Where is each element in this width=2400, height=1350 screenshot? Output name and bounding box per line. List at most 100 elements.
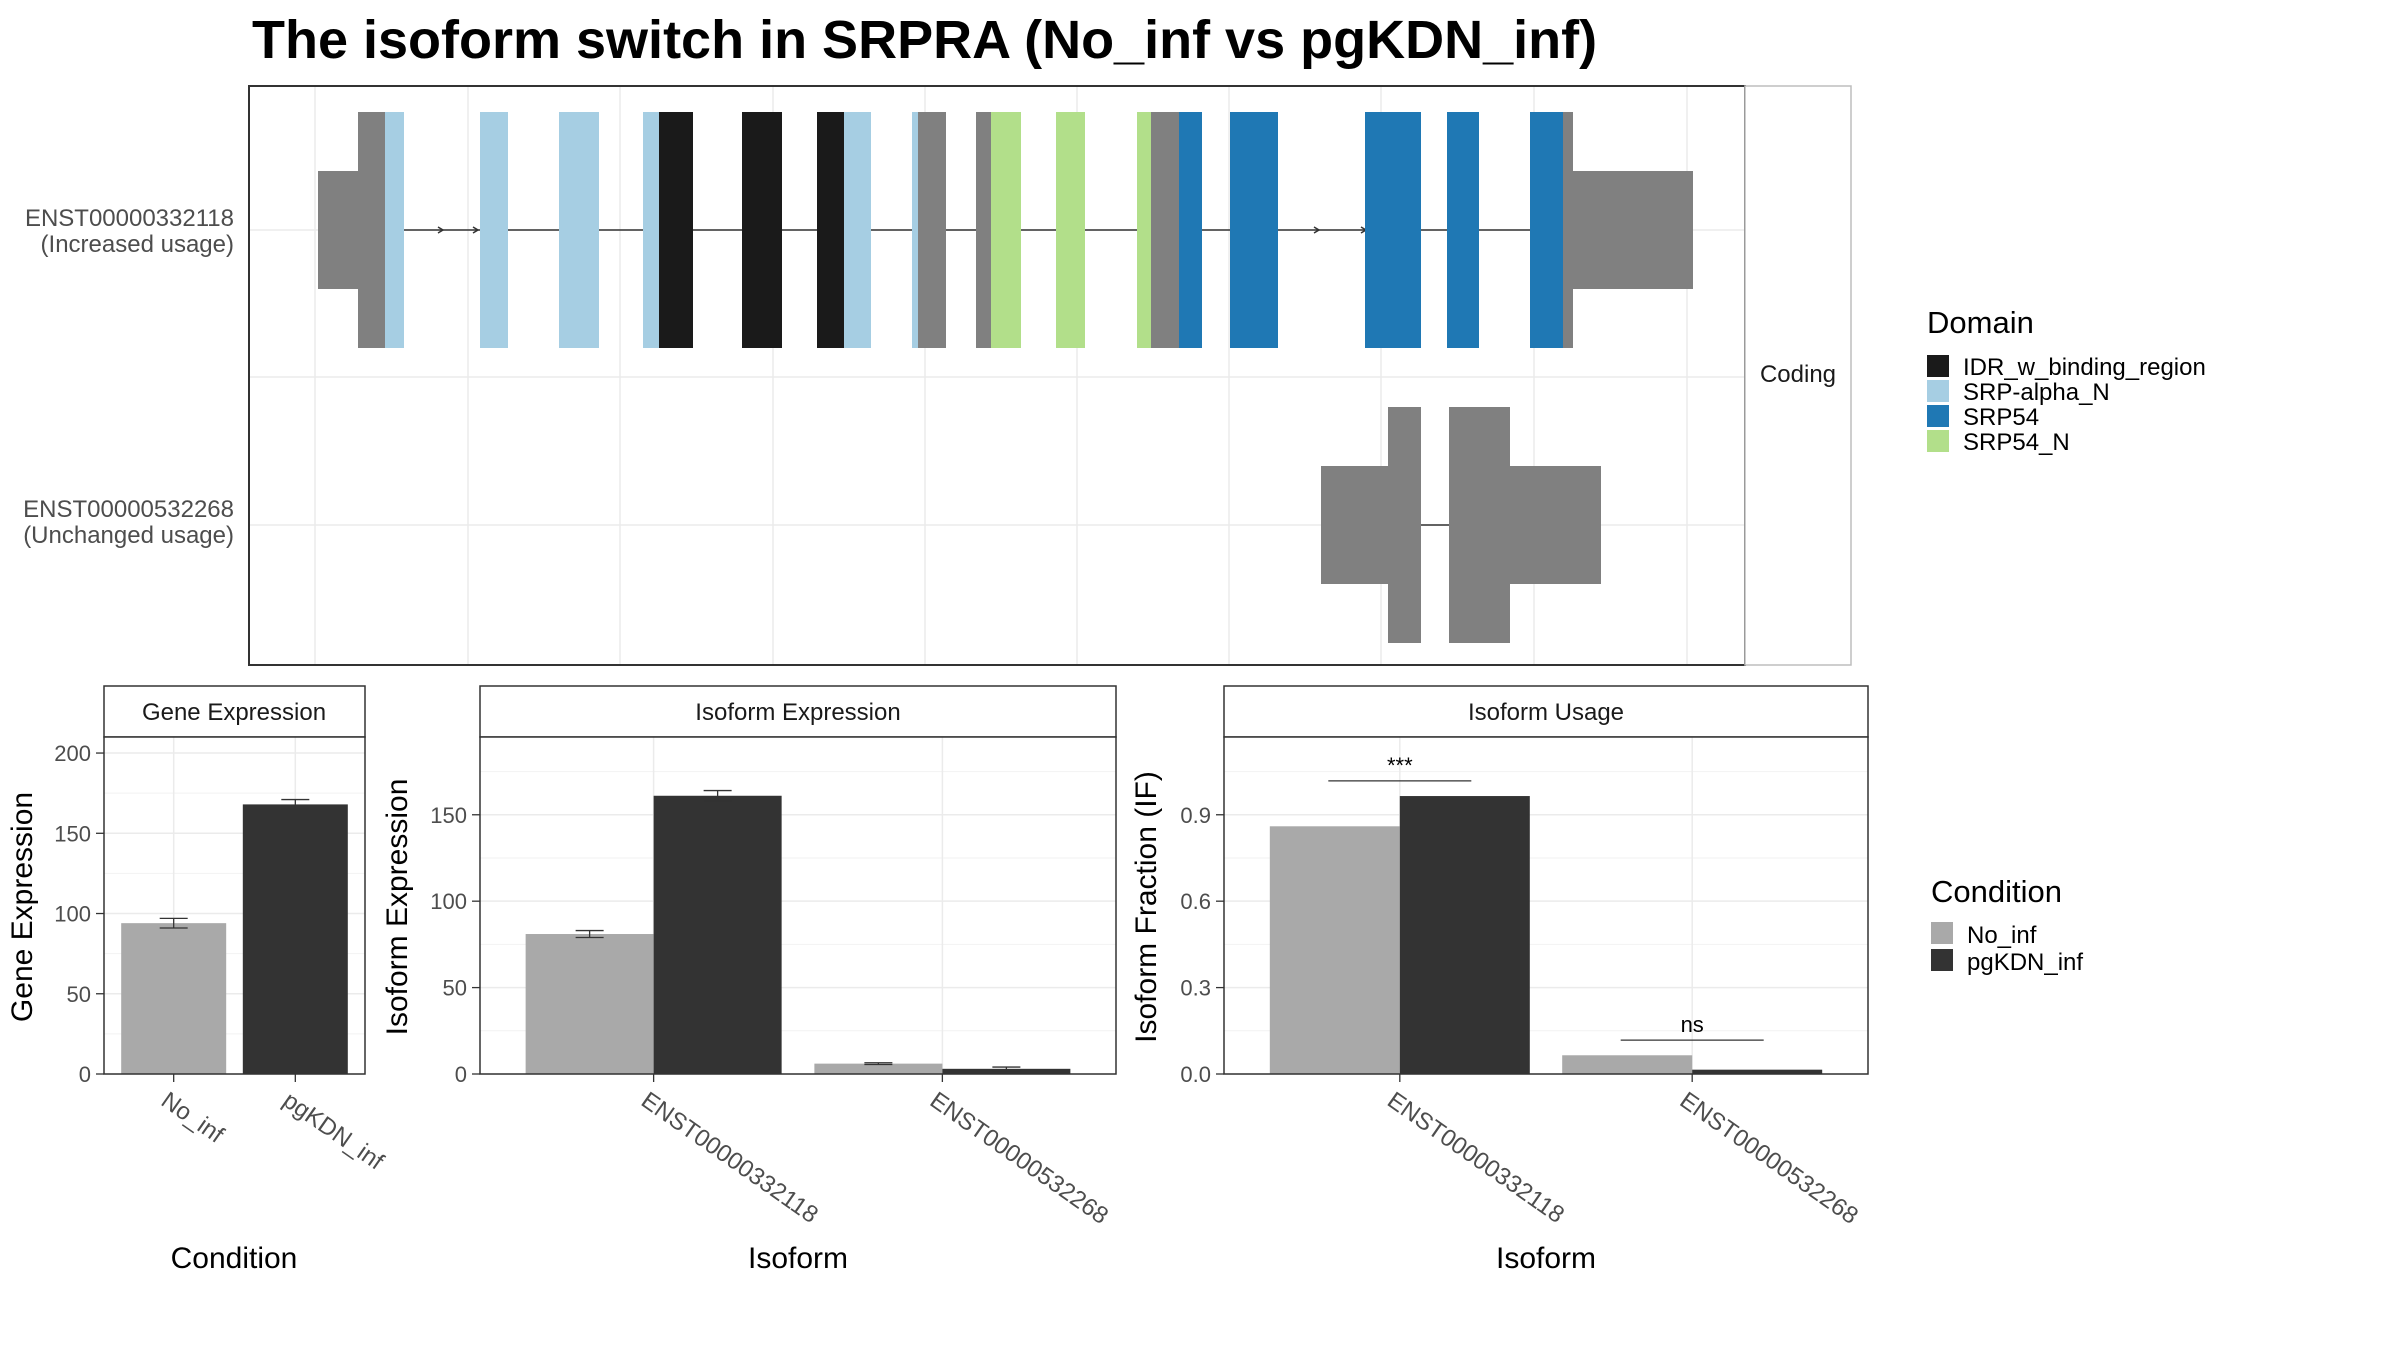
coding-strip-label: Coding [1760, 361, 1836, 388]
x-tick-label: pgKDN_inf [278, 1087, 389, 1176]
plot-border [1223, 736, 1869, 1075]
y-tick-label: 200 [54, 741, 91, 766]
bar [525, 934, 654, 1074]
domain-legend-title: Domain [1927, 305, 2034, 340]
legend-label-srp-alpha-n: SRP-alpha_N [1963, 379, 2110, 406]
bar [1562, 1055, 1693, 1074]
y-tick-label: 50 [67, 982, 91, 1007]
transcript-label-1-id: ENST00000332118 [25, 205, 234, 232]
exon-block [385, 112, 404, 348]
exon-block [1151, 112, 1179, 348]
y-tick-label: 0 [79, 1062, 91, 1087]
bar [653, 795, 782, 1074]
exon-block [643, 112, 659, 348]
legend-key-srp54-n [1927, 430, 1949, 452]
exon-block [1449, 407, 1510, 643]
y-tick-label: 0.9 [1180, 803, 1211, 828]
exon-block [1137, 112, 1151, 348]
y-tick-label: 0.3 [1180, 976, 1211, 1001]
isoform-usage-panel: Isoform Usage Isoform Fraction (IF) Isof… [1130, 685, 1869, 1275]
exon-block [1447, 112, 1479, 348]
legend-label-srp54-n: SRP54_N [1963, 429, 2070, 456]
gene-expression-y-axis-title: Gene Expression [6, 792, 39, 1022]
y-tick-label: 100 [430, 889, 467, 914]
exon-block [1563, 112, 1573, 348]
exon-block [358, 112, 385, 348]
exon-block [844, 112, 871, 348]
legend-label-srp54: SRP54 [1963, 404, 2039, 431]
legend-label-no-inf: No_inf [1967, 922, 2037, 949]
legend-key-srp-alpha-n [1927, 380, 1949, 402]
x-tick-label: ENST00000332118 [636, 1087, 823, 1229]
legend-key-srp54 [1927, 405, 1949, 427]
legend-label-idr: IDR_w_binding_region [1963, 354, 2206, 381]
exon-block [659, 112, 693, 348]
gene-expression-panel: Gene Expression Gene Expression Conditio… [6, 685, 389, 1275]
legend-key-idr [1927, 355, 1949, 377]
x-tick-label: ENST00000332118 [1382, 1087, 1569, 1229]
domain-legend: Domain IDR_w_binding_region SRP-alpha_N … [1927, 305, 2206, 456]
isoform-expression-x-axis-title: Isoform [748, 1242, 848, 1275]
exon-block [912, 112, 918, 348]
strand-arrow [437, 226, 445, 234]
legend-label-pgkdn-inf: pgKDN_inf [1967, 949, 2083, 976]
bar [1269, 826, 1400, 1074]
utr-block [318, 171, 358, 289]
exon-block [742, 112, 782, 348]
exon-block [1179, 112, 1202, 348]
isoform-expression-panel: Isoform Expression Isoform Expression Is… [381, 685, 1117, 1275]
isoform-expression-y-axis-title: Isoform Expression [381, 779, 414, 1036]
legend-key-pgkdn-inf [1931, 949, 1953, 971]
transcript-label-1-usage: (Increased usage) [41, 231, 234, 258]
exon-block [480, 112, 508, 348]
figure-title: The isoform switch in SRPRA (No_inf vs p… [252, 10, 1597, 70]
transcript-panel: Coding ENST00000332118 (Increased usage)… [23, 85, 1852, 666]
gene-expression-strip [103, 685, 366, 738]
condition-legend: Condition No_inf pgKDN_inf [1931, 874, 2083, 976]
exon-block [918, 112, 946, 348]
utr-block [1570, 171, 1693, 289]
utr-block [1510, 466, 1601, 584]
isoform-usage-strip-label: Isoform Usage [1468, 699, 1624, 726]
exon-block [991, 112, 1021, 348]
exon-block [1230, 112, 1278, 348]
coding-strip [1744, 85, 1852, 666]
exon-block [559, 112, 599, 348]
y-tick-label: 150 [54, 821, 91, 846]
transcript-structures [318, 112, 1693, 643]
gene-expression-x-axis-title: Condition [171, 1242, 298, 1275]
exon-block [1365, 112, 1421, 348]
legend-key-no-inf [1931, 922, 1953, 944]
y-tick-label: 150 [430, 803, 467, 828]
y-tick-label: 100 [54, 902, 91, 927]
x-tick-label: ENST00000532268 [925, 1087, 1113, 1230]
y-tick-label: 50 [443, 976, 467, 1001]
significance-label: *** [1387, 753, 1413, 778]
isoform-usage-strip [1223, 685, 1869, 738]
isoform-expression-strip-label: Isoform Expression [695, 699, 900, 726]
exon-block [976, 112, 991, 348]
strand-arrow [472, 226, 480, 234]
x-tick-label: ENST00000532268 [1675, 1087, 1863, 1230]
bar [814, 1063, 943, 1074]
bar [121, 923, 227, 1074]
isoform-expression-strip [479, 685, 1117, 738]
isoform-usage-x-axis-title: Isoform [1496, 1242, 1596, 1275]
bar [1399, 796, 1530, 1074]
bar [1692, 1069, 1823, 1074]
y-tick-label: 0.6 [1180, 889, 1211, 914]
y-tick-label: 0.0 [1180, 1062, 1211, 1087]
transcript-label-2-id: ENST00000532268 [23, 496, 234, 523]
isoform-usage-y-axis-title: Isoform Fraction (IF) [1130, 771, 1163, 1043]
gene-expression-strip-label: Gene Expression [142, 699, 326, 726]
significance-label: ns [1681, 1012, 1704, 1037]
plot-border [103, 736, 366, 1075]
exon-block [1388, 407, 1421, 643]
bar [942, 1068, 1071, 1074]
utr-block [1321, 466, 1388, 584]
exon-block [817, 112, 844, 348]
x-tick-label: No_inf [156, 1087, 229, 1149]
plot-border [479, 736, 1117, 1075]
transcript-label-2-usage: (Unchanged usage) [23, 522, 234, 549]
